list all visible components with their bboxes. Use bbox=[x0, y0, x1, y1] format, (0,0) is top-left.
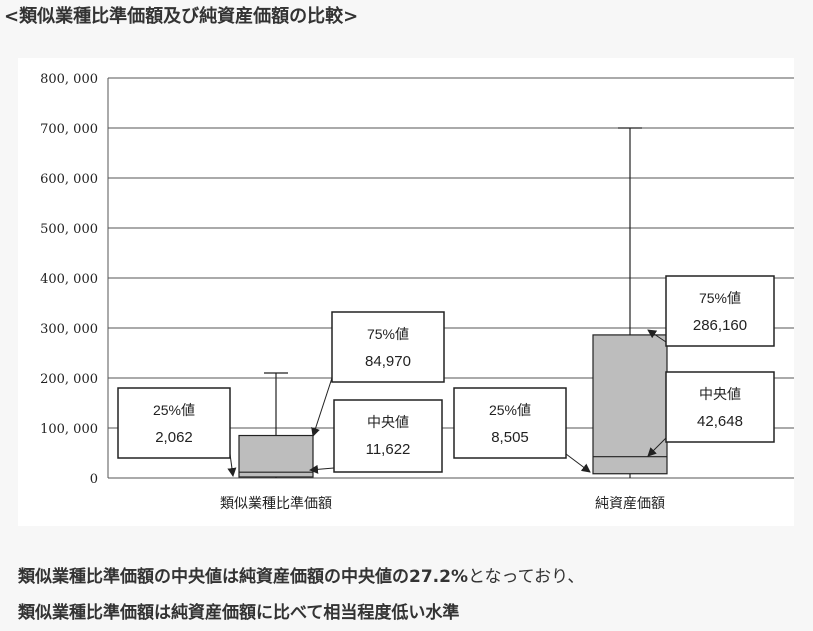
annotation-box bbox=[665, 275, 775, 347]
annotation-box bbox=[117, 387, 231, 459]
chart-panel: 0 100, 000 200, 000 300, 000 400, 000 500, 00… bbox=[18, 58, 794, 526]
y-tick-label: 0 bbox=[90, 472, 98, 487]
annotation-arrow bbox=[311, 377, 333, 437]
y-tick-label: 200, 000 bbox=[40, 372, 98, 387]
annotation-label: 25%値 bbox=[153, 402, 195, 418]
annotation-label: 75%値 bbox=[367, 326, 409, 342]
annotation-value: 286,160 bbox=[693, 317, 747, 334]
x-category-label: 類似業種比準価額 bbox=[220, 496, 332, 512]
annotation-label: 75%値 bbox=[699, 290, 741, 306]
annotation-label: 25%値 bbox=[489, 402, 531, 418]
y-tick-label: 300, 000 bbox=[40, 322, 98, 337]
y-tick-label: 700, 000 bbox=[40, 122, 98, 137]
annotation-arrow bbox=[227, 453, 237, 477]
annotation-label: 中央値 bbox=[699, 386, 741, 402]
y-tick-label: 600, 000 bbox=[40, 172, 98, 187]
iqr-box bbox=[592, 334, 668, 475]
x-category-label: 純資産価額 bbox=[595, 496, 665, 512]
annotation-value: 2,062 bbox=[155, 429, 193, 446]
annotation-value: 8,505 bbox=[491, 429, 529, 446]
annotation-box bbox=[453, 387, 567, 459]
chart-title: <類似業種比準価額及び純資産価額の比較> bbox=[4, 6, 359, 27]
y-tick-label: 100, 000 bbox=[40, 422, 98, 437]
y-tick-label: 800, 000 bbox=[40, 72, 98, 87]
annotation-arrow bbox=[647, 437, 667, 457]
y-tick-label: 500, 000 bbox=[40, 222, 98, 237]
annotation-box bbox=[331, 311, 445, 383]
annotation-arrow bbox=[565, 453, 591, 473]
iqr-box bbox=[238, 434, 314, 478]
annotation-box bbox=[333, 399, 443, 473]
caption-line-1: 類似業種比準価額の中央値は純資産価額の中央値の27.2%となっており、 bbox=[18, 562, 584, 587]
caption-line-2: 類似業種比準価額は純資産価額に比べて相当程度低い水準 bbox=[18, 603, 460, 623]
annotation-box bbox=[665, 371, 775, 443]
annotation-arrow bbox=[309, 464, 335, 474]
box-plot-chart: 0 100, 000 200, 000 300, 000 400, 000 500, 00… bbox=[40, 72, 794, 512]
y-tick-label: 400, 000 bbox=[40, 272, 98, 287]
annotation-value: 11,622 bbox=[366, 441, 411, 458]
annotation-arrow bbox=[647, 329, 667, 343]
annotation-value: 42,648 bbox=[697, 413, 743, 430]
annotation-value: 84,970 bbox=[365, 353, 411, 370]
caption-plain-text: となっており、 bbox=[467, 567, 585, 587]
caption-highlight-text: 類似業種比準価額の中央値は純資産価額の中央値の27.2% bbox=[18, 567, 468, 587]
annotation-label: 中央値 bbox=[367, 414, 409, 430]
